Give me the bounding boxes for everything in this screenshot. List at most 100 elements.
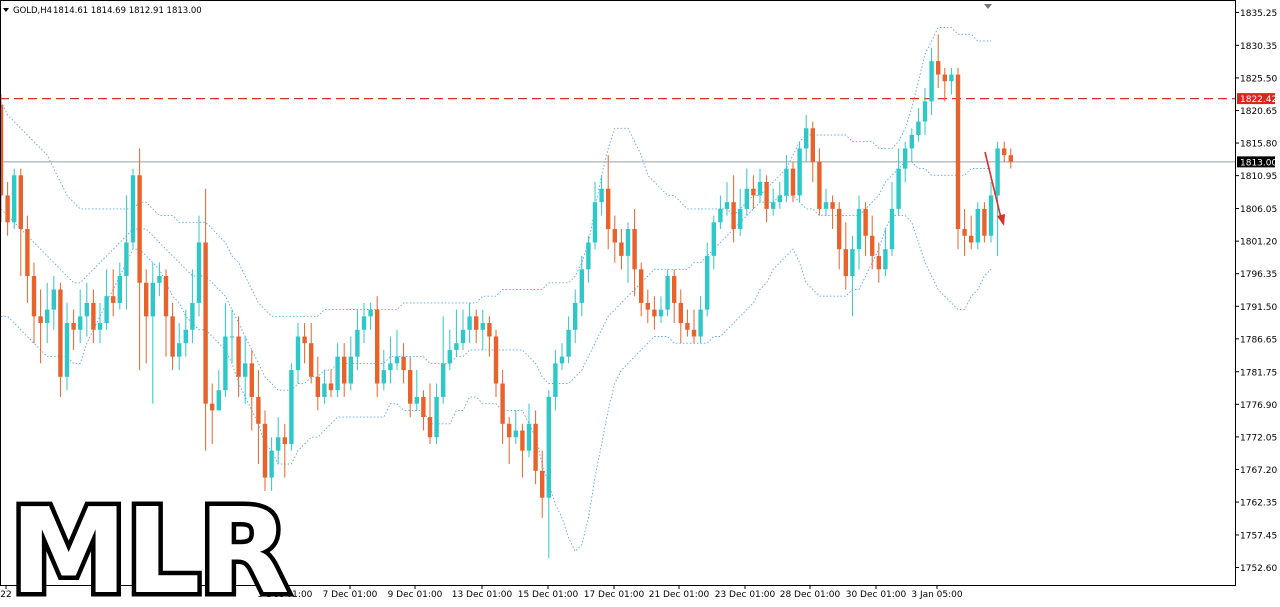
candle (883, 229, 888, 277)
candle (764, 175, 769, 223)
candle (381, 349, 386, 391)
time-axis: 22 3 Dec 01:00 7 Dec 01:00 9 Dec 01:00 13 De… (0, 585, 963, 600)
candle (698, 296, 703, 344)
candle (487, 316, 492, 357)
candle (995, 141, 1000, 256)
candle-body (58, 289, 63, 377)
candle-body (328, 383, 334, 391)
candle-body (51, 289, 56, 310)
candle-body (31, 276, 37, 317)
candle-body (315, 376, 320, 397)
candle (243, 336, 248, 404)
y-tick-label: 1752.60 (1240, 564, 1277, 574)
candle-body (678, 302, 683, 324)
candle-body (599, 188, 604, 203)
candle (157, 262, 162, 297)
candle-body (955, 74, 961, 230)
candle-body (480, 323, 485, 330)
candle-body (249, 363, 254, 397)
candle (540, 450, 545, 518)
candle-body (790, 168, 796, 196)
candle (632, 208, 637, 297)
candle-body (414, 396, 419, 404)
candle-body (216, 390, 221, 411)
candle-body (262, 423, 268, 478)
candle (467, 302, 472, 344)
symbol-timeframe: GOLD,H4 (13, 6, 52, 16)
candle (771, 188, 776, 216)
candle (335, 343, 340, 397)
candle (51, 276, 56, 330)
candle (447, 329, 452, 371)
candle-body (322, 383, 327, 397)
candle (929, 47, 934, 115)
candle (975, 202, 980, 250)
candle-body (111, 296, 116, 303)
candle (1002, 141, 1007, 162)
y-tick-label: 1820.65 (1240, 107, 1277, 117)
candle-body (652, 309, 657, 317)
candle-body (777, 195, 782, 203)
candle (441, 316, 446, 404)
candle (804, 114, 809, 162)
candle (546, 390, 551, 559)
candle-body (289, 370, 294, 444)
x-tick-label: 21 Dec 01:00 (649, 590, 710, 600)
candle (210, 383, 215, 444)
candle (988, 182, 994, 243)
ohlc-values: 1814.61 1814.69 1812.91 1813.00 (53, 6, 202, 16)
y-tick-label: 1835.25 (1240, 9, 1277, 19)
chart-shift-marker-icon[interactable] (984, 4, 992, 9)
candle-body (771, 202, 776, 209)
candle (942, 67, 947, 102)
candle-body (870, 235, 875, 256)
candle-body (784, 168, 789, 196)
candle-body (566, 329, 571, 357)
candle-body (12, 175, 17, 223)
candle (355, 309, 360, 371)
candle-body (117, 276, 122, 303)
candle-body (243, 363, 248, 377)
candle-body (276, 437, 281, 451)
candle (513, 410, 518, 444)
x-tick-label: 3 Jan 05:00 (911, 590, 963, 600)
candle-body (124, 242, 129, 277)
candle-body (474, 316, 479, 330)
candle (599, 175, 604, 216)
y-tick-label: 1776.90 (1240, 401, 1277, 411)
candle-body (916, 121, 921, 135)
y-tick-label: 1791.50 (1240, 303, 1277, 313)
candle (850, 235, 855, 317)
candle (460, 309, 466, 350)
y-tick-label: 1757.45 (1240, 531, 1277, 541)
candle (203, 188, 208, 451)
watermark-logo: MLR (10, 482, 288, 607)
candle (71, 309, 76, 350)
candle (375, 296, 380, 397)
candle-body (467, 316, 472, 330)
candle-body (84, 302, 89, 317)
candle (566, 316, 571, 364)
y-tick-label: 1806.05 (1240, 205, 1277, 215)
candle-body (183, 329, 188, 344)
candle (592, 182, 598, 250)
bollinger-bands (0, 27, 992, 553)
candle-body (738, 208, 743, 230)
y-tick-label: 1781.75 (1240, 368, 1277, 378)
chart-header: GOLD,H4 1814.61 1814.69 1812.91 1813.00 (3, 6, 202, 16)
candle-body (553, 363, 558, 397)
candle (394, 329, 400, 371)
candle-body (526, 423, 532, 451)
candle (124, 195, 129, 310)
candle-body (922, 101, 928, 122)
down-arrow-icon (984, 151, 1005, 226)
candle (652, 296, 657, 330)
menu-triangle-icon[interactable] (3, 8, 9, 12)
x-tick-label: 22 (0, 590, 11, 600)
candle (493, 329, 499, 397)
y-tick-label: 1772.05 (1240, 433, 1277, 443)
candle (962, 208, 967, 256)
candle-body (731, 202, 736, 230)
candle-body (949, 74, 954, 82)
